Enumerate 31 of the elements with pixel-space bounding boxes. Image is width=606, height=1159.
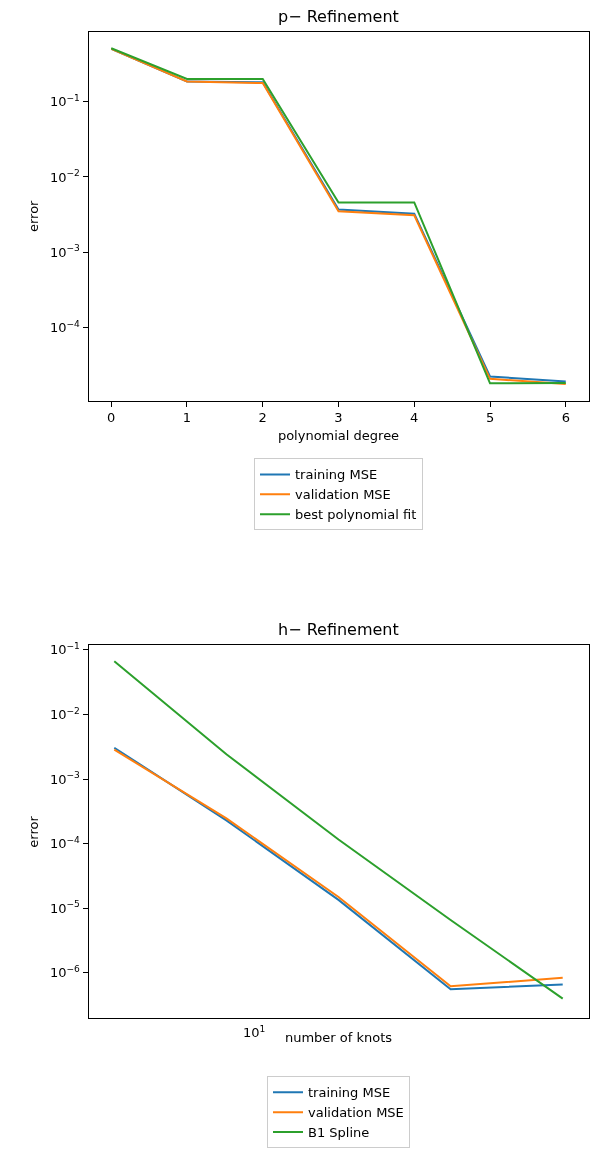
y-tick-label: 10$^{−3}$ bbox=[49, 243, 81, 260]
legend-label: training MSE bbox=[308, 1085, 391, 1101]
y-tick-label: 10$^{−4}$ bbox=[49, 318, 81, 336]
x-tick-label: 5 bbox=[485, 410, 495, 426]
x-axis-title: polynomial degree bbox=[277, 427, 400, 443]
y-tick-label: 10$^{−6}$ bbox=[49, 964, 81, 981]
y-tick-label: 10$^{−3}$ bbox=[49, 770, 81, 787]
y-tick-label: 10$^{−2}$ bbox=[49, 168, 80, 185]
legend-label: validation MSE bbox=[308, 1105, 404, 1121]
text: 10$^{1}$ bbox=[243, 1024, 266, 1041]
x-tick-label: 4 bbox=[410, 410, 419, 426]
y-axis-title: error bbox=[25, 815, 41, 848]
x-tick-label: 2 bbox=[258, 410, 267, 426]
chart-title: h− Refinement bbox=[278, 620, 399, 639]
legend-label: validation MSE bbox=[295, 487, 391, 503]
y-tick-label: 10$^{−4}$ bbox=[49, 834, 81, 852]
chart-title: p− Refinement bbox=[278, 7, 399, 26]
legend-label: training MSE bbox=[295, 467, 378, 483]
x-axis-title: number of knots bbox=[284, 1029, 393, 1045]
y-tick-label: 10$^{−5}$ bbox=[49, 899, 80, 916]
x-tick-label: 3 bbox=[334, 410, 343, 426]
x-tick-label: 0 bbox=[107, 410, 116, 426]
y-tick-label: 10$^{−1}$ bbox=[49, 92, 80, 110]
y-axis-title: error bbox=[25, 199, 41, 233]
y-tick-label: 10$^{−2}$ bbox=[49, 705, 80, 723]
x-tick-label: 1 bbox=[182, 410, 192, 426]
legend-label: B1 Spline bbox=[308, 1125, 370, 1141]
legend-label: best polynomial fit bbox=[295, 507, 417, 523]
line-series bbox=[113, 660, 564, 1000]
y-tick-label: 10$^{−1}$ bbox=[49, 641, 80, 658]
x-tick-label: 6 bbox=[561, 410, 570, 426]
